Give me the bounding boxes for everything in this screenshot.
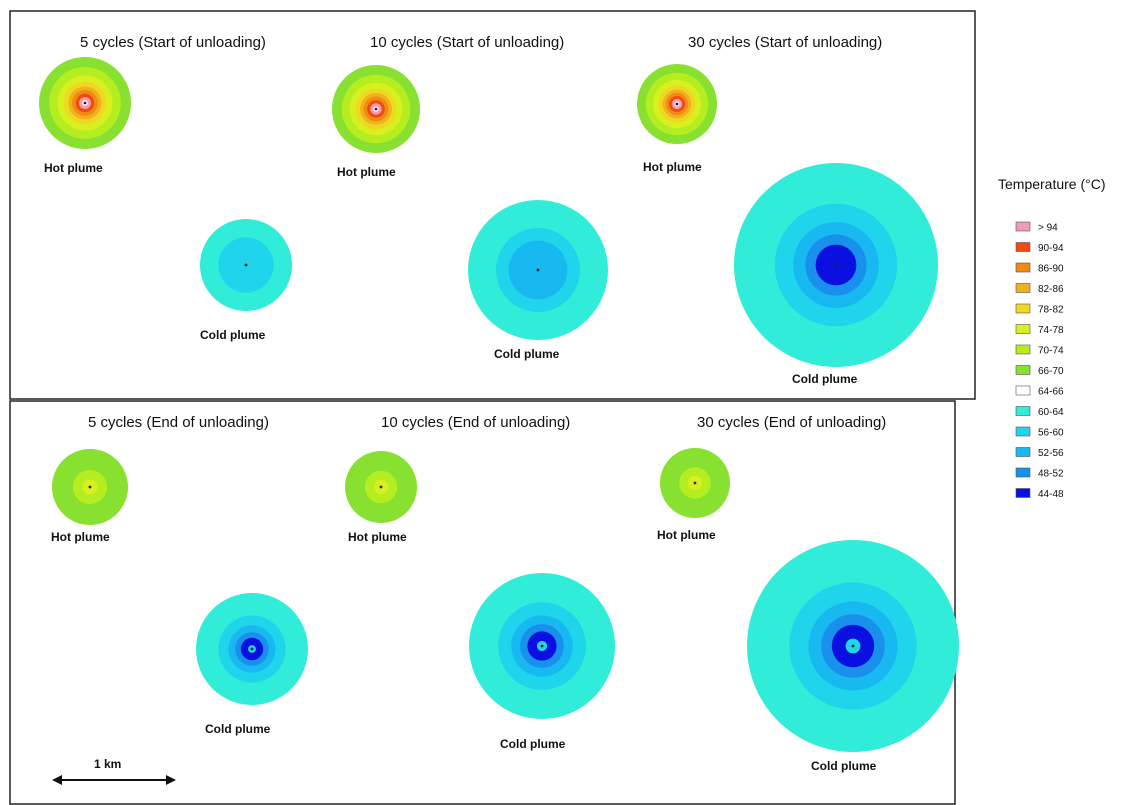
legend-swatch xyxy=(1015,344,1031,355)
legend-swatch xyxy=(1015,303,1031,314)
legend-label: 44-48 xyxy=(1038,489,1064,500)
legend-label: > 94 xyxy=(1038,223,1058,234)
panel-title-4: 5 cycles (End of unloading) xyxy=(88,414,269,431)
hot-plume-label-4: Hot plume xyxy=(51,530,110,544)
legend-swatch xyxy=(1015,242,1031,252)
legend-swatch xyxy=(1015,262,1031,273)
hot-plume-2 xyxy=(332,65,420,153)
legend-swatch xyxy=(1015,447,1031,457)
cold-plume-label-5: Cold plume xyxy=(500,737,566,751)
well-marker xyxy=(540,644,544,648)
hot-plume-3 xyxy=(637,64,717,144)
cold-plume-2 xyxy=(468,200,608,340)
hot-plume-6 xyxy=(660,448,730,518)
well-marker xyxy=(536,268,540,272)
legend-swatch xyxy=(1015,385,1031,396)
legend-title: Temperature (°C) xyxy=(998,176,1106,192)
scale-bar: 1 km xyxy=(52,757,176,785)
panel-title-1: 5 cycles (Start of unloading) xyxy=(80,34,266,51)
cold-plume-5 xyxy=(469,573,615,719)
well-marker xyxy=(851,644,855,648)
hot-plume-5 xyxy=(345,451,417,523)
legend-label: 52-56 xyxy=(1038,448,1064,459)
cold-plume-6 xyxy=(747,540,959,752)
hot-plume-label-2: Hot plume xyxy=(337,165,396,179)
scale-bar-right-arrow xyxy=(166,775,176,785)
well-marker xyxy=(374,107,378,111)
cold-plume-3 xyxy=(734,163,938,367)
well-marker xyxy=(244,263,248,267)
scale-bar-left-arrow xyxy=(52,775,62,785)
legend-label: 82-86 xyxy=(1038,284,1064,295)
cold-plume-label-4: Cold plume xyxy=(205,722,271,736)
well-marker xyxy=(834,263,838,267)
well-marker xyxy=(693,481,697,485)
legend-label: 56-60 xyxy=(1038,428,1064,439)
hot-plume-1 xyxy=(39,57,131,149)
hot-plume-label-3: Hot plume xyxy=(643,160,702,174)
cold-plume-label-1: Cold plume xyxy=(200,328,266,342)
top-frame xyxy=(9,10,976,400)
legend-swatch xyxy=(1015,283,1031,293)
legend-entries: > 94 90-94 86-90 82-86 78-82 74-78 70-74 66-70 6… xyxy=(1015,221,1064,500)
bottom-frame xyxy=(9,400,956,805)
legend-swatch xyxy=(1015,324,1031,334)
legend-swatch xyxy=(1015,365,1031,375)
cold-plume-1 xyxy=(200,219,292,311)
well-marker xyxy=(379,485,383,489)
hot-plume-label-6: Hot plume xyxy=(657,528,716,542)
cold-plume-label-6: Cold plume xyxy=(811,759,877,773)
legend-label: 74-78 xyxy=(1038,325,1064,336)
legend-swatch xyxy=(1015,406,1031,416)
cold-plume-label-2: Cold plume xyxy=(494,347,560,361)
panel-title-6: 30 cycles (End of unloading) xyxy=(697,414,886,431)
panel-title-2: 10 cycles (Start of unloading) xyxy=(370,34,564,51)
scale-bar-label: 1 km xyxy=(94,757,121,771)
legend-label: 70-74 xyxy=(1038,346,1064,357)
legend-label: 66-70 xyxy=(1038,366,1064,377)
well-marker xyxy=(88,485,92,489)
panel-title-5: 10 cycles (End of unloading) xyxy=(381,414,570,431)
panel-title-3: 30 cycles (Start of unloading) xyxy=(688,34,882,51)
legend-label: 64-66 xyxy=(1038,387,1064,398)
well-marker xyxy=(675,102,679,106)
legend-label: 60-64 xyxy=(1038,407,1064,418)
well-marker xyxy=(83,101,87,105)
legend-swatch xyxy=(1015,426,1031,437)
legend-swatch xyxy=(1015,221,1031,232)
hot-plume-label-5: Hot plume xyxy=(348,530,407,544)
legend-label: 86-90 xyxy=(1038,264,1064,275)
legend-label: 48-52 xyxy=(1038,469,1064,480)
legend-swatch xyxy=(1015,488,1031,498)
cold-plume-4 xyxy=(196,593,308,705)
legend-label: 90-94 xyxy=(1038,243,1064,254)
hot-plume-4 xyxy=(52,449,128,525)
hot-plume-label-1: Hot plume xyxy=(44,161,103,175)
well-marker xyxy=(250,647,254,651)
legend-swatch xyxy=(1015,467,1031,478)
legend-label: 78-82 xyxy=(1038,305,1064,316)
cold-plume-label-3: Cold plume xyxy=(792,372,858,386)
